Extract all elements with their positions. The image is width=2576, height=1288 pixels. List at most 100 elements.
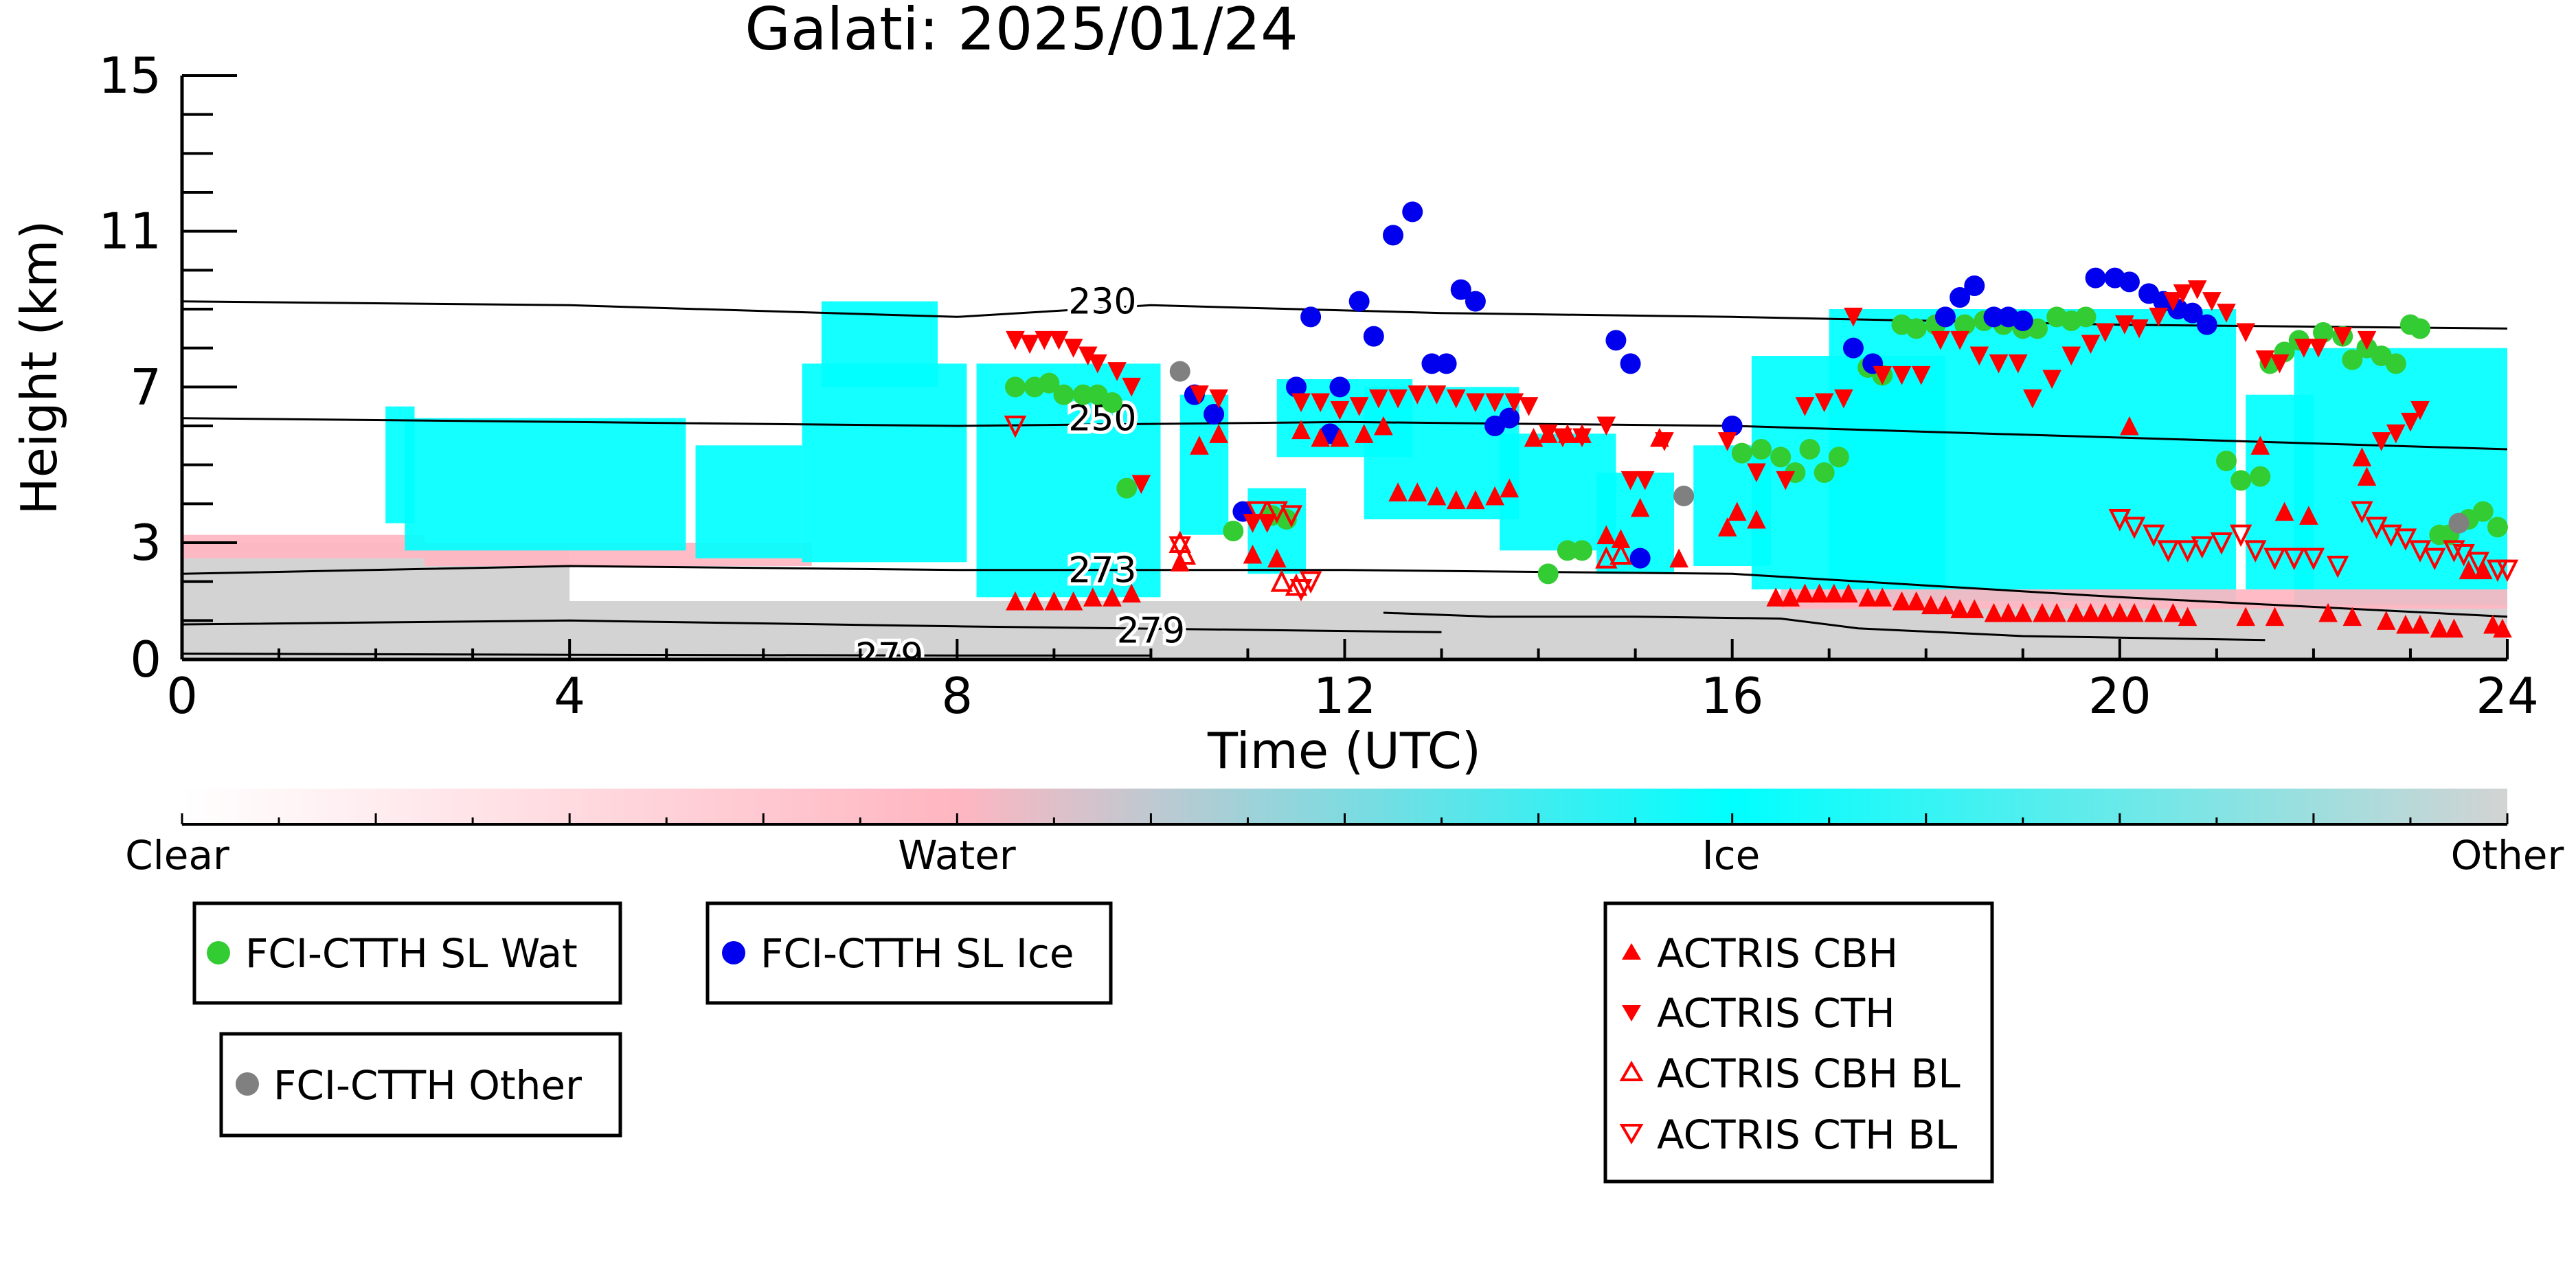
data-point bbox=[1466, 393, 1485, 413]
data-point bbox=[1839, 583, 1858, 603]
data-point bbox=[1572, 428, 1592, 448]
data-point bbox=[1035, 330, 1054, 350]
data-point bbox=[1965, 599, 1985, 618]
data-point bbox=[1828, 447, 1849, 468]
data-point bbox=[2326, 556, 2349, 578]
legend-label-fci-other: FCI-CTTH Other bbox=[273, 1062, 582, 1109]
data-point bbox=[1450, 279, 1471, 300]
data-point bbox=[2157, 540, 2180, 563]
data-point bbox=[1300, 306, 1322, 328]
data-point bbox=[2452, 544, 2475, 567]
data-point bbox=[1553, 428, 1572, 448]
data-point bbox=[2081, 602, 2101, 622]
y-tick-label: 15 bbox=[98, 47, 161, 104]
data-point bbox=[1635, 471, 1655, 490]
data-point bbox=[1349, 397, 1369, 416]
contour-label: 279 bbox=[855, 635, 923, 677]
data-point bbox=[2430, 618, 2450, 638]
data-point bbox=[1116, 477, 1138, 499]
data-point bbox=[2115, 315, 2134, 335]
data-point bbox=[1168, 530, 1191, 553]
data-point bbox=[1595, 546, 1618, 569]
data-point bbox=[1969, 346, 1989, 366]
data-point bbox=[1122, 583, 1142, 603]
colorbar-label-ice: Ice bbox=[1702, 832, 1761, 879]
data-point bbox=[2215, 451, 2237, 471]
data-point bbox=[1348, 291, 1370, 312]
data-point bbox=[1630, 497, 1650, 517]
data-point bbox=[2270, 354, 2290, 374]
data-point bbox=[1049, 330, 1069, 350]
data-point bbox=[2351, 501, 2373, 524]
data-point bbox=[1020, 335, 1039, 354]
x-tick-label: 0 bbox=[166, 667, 198, 725]
data-point bbox=[1906, 318, 1927, 339]
data-point bbox=[1781, 587, 1800, 607]
x-axis-label: Time (UTC) bbox=[1207, 722, 1481, 780]
legend-label-fci-wat: FCI-CTTH SL Wat bbox=[245, 930, 578, 977]
data-point bbox=[2250, 466, 2271, 487]
data-point bbox=[1408, 385, 1427, 405]
data-point bbox=[1834, 389, 1853, 409]
data-point bbox=[2396, 614, 2415, 634]
data-point bbox=[2149, 307, 2169, 327]
data-point bbox=[2081, 335, 2101, 354]
data-point bbox=[1243, 544, 1263, 564]
data-point bbox=[2217, 304, 2236, 323]
data-point bbox=[1605, 330, 1627, 351]
contour-label: 273 bbox=[1068, 550, 1136, 591]
data-point bbox=[2357, 466, 2377, 486]
data-point bbox=[1989, 354, 2009, 374]
data-point bbox=[1485, 486, 1504, 506]
data-point bbox=[1814, 462, 1835, 483]
data-point bbox=[1844, 307, 1863, 327]
data-point bbox=[2202, 292, 2222, 311]
y-axis: 0 3 7 11 15 bbox=[98, 47, 237, 688]
legend-actris: ACTRIS CBH ACTRIS CTH ACTRIS CBH BL ACTR… bbox=[1603, 901, 1994, 1184]
data-point bbox=[1311, 427, 1331, 447]
data-point bbox=[1906, 591, 1926, 611]
legend-fci-ice: FCI-CTTH SL Ice bbox=[705, 901, 1113, 1005]
data-point bbox=[1964, 275, 1985, 296]
data-point bbox=[1204, 404, 1225, 425]
data-point bbox=[1083, 587, 1103, 607]
data-point bbox=[1465, 291, 1486, 312]
data-point bbox=[1629, 547, 1651, 569]
data-point bbox=[1747, 509, 1766, 529]
data-point bbox=[1291, 393, 1311, 413]
legend-label-fci-ice: FCI-CTTH SL Ice bbox=[760, 930, 1074, 977]
x-tick-label: 16 bbox=[1701, 667, 1764, 725]
data-point bbox=[2313, 322, 2334, 343]
data-point bbox=[2380, 524, 2402, 547]
data-point bbox=[1330, 427, 1350, 447]
data-point bbox=[1466, 490, 1485, 510]
cloud-mask-ice bbox=[2294, 348, 2507, 605]
legend-label-actris-cbh: ACTRIS CBH bbox=[1657, 930, 1898, 977]
legend-label-actris-cbh-bl: ACTRIS CBH BL bbox=[1657, 1050, 1961, 1097]
data-point bbox=[2163, 292, 2183, 311]
data-point bbox=[1285, 573, 1308, 596]
series-actris-cbh bbox=[1006, 416, 2512, 638]
legend-marker-fci-wat bbox=[207, 941, 230, 964]
data-point bbox=[2042, 370, 2061, 389]
data-point bbox=[1931, 330, 1950, 350]
data-point bbox=[2178, 607, 2197, 626]
data-point bbox=[1246, 501, 1269, 524]
data-point bbox=[1122, 377, 1142, 397]
data-point bbox=[1620, 353, 1641, 374]
cloud-mask-water bbox=[182, 534, 425, 558]
data-point bbox=[2120, 416, 2139, 436]
data-point bbox=[1436, 353, 1457, 374]
legend-marker-fci-other bbox=[236, 1072, 259, 1096]
data-point bbox=[1265, 501, 1289, 524]
data-point bbox=[1727, 501, 1747, 521]
data-point bbox=[2061, 346, 2081, 366]
contour-279 bbox=[182, 619, 1442, 633]
data-point bbox=[1289, 579, 1313, 602]
series-actris-cth-bl bbox=[1004, 416, 2519, 602]
colorbar-label-other: Other bbox=[2451, 832, 2564, 879]
data-point bbox=[2144, 602, 2164, 622]
data-point bbox=[1004, 376, 1026, 398]
data-point bbox=[1655, 432, 1674, 451]
